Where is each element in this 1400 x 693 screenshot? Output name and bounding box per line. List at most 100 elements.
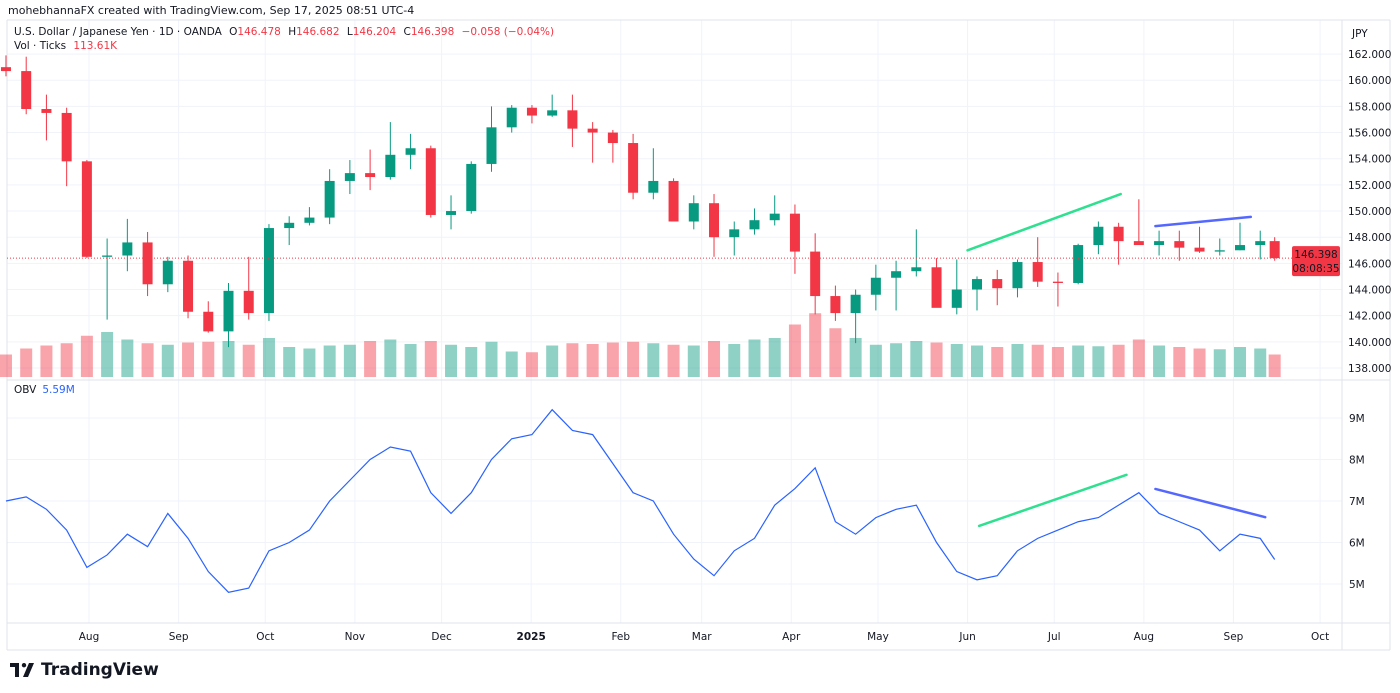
volume-bar	[465, 347, 478, 377]
volume-bar	[1132, 339, 1145, 377]
time-tick-label: Mar	[692, 631, 712, 643]
low-label: L	[346, 26, 353, 38]
candle-body	[365, 173, 376, 178]
obv-tick-label: 7M	[1349, 496, 1365, 508]
trendlines[interactable]	[966, 192, 1267, 528]
candle-body	[486, 127, 497, 164]
volume-label[interactable]: Vol · Ticks	[14, 40, 67, 52]
time-tick-label: Apr	[782, 631, 801, 643]
candle-body	[749, 220, 760, 230]
volume-bar	[1213, 349, 1226, 377]
price-tick-label: 142.000	[1348, 311, 1391, 323]
candle-body	[810, 251, 821, 297]
candle-body	[1052, 281, 1063, 283]
time-tick-label: 2025	[517, 631, 546, 643]
price-trendline[interactable]	[966, 192, 1122, 252]
volume-bar	[768, 338, 781, 377]
tradingview-logo[interactable]: TradingView	[10, 660, 159, 680]
candle-body	[526, 107, 537, 116]
candle-body	[243, 290, 254, 314]
candle-body	[769, 213, 780, 221]
candle-body	[1012, 262, 1023, 289]
high-label: H	[288, 26, 297, 38]
axes: 138.000 140.000 142.000 144.000 146.000 148.0…	[79, 49, 1392, 643]
tradingview-logo-icon	[10, 663, 34, 677]
candle-body	[81, 161, 92, 257]
close-label: C	[403, 26, 411, 38]
chart-caption: mohebhannaFX created with TradingView.co…	[8, 4, 415, 17]
volume-bar	[1011, 344, 1024, 377]
time-tick-label: Oct	[1311, 631, 1329, 643]
time-tick-label: May	[867, 631, 889, 643]
volume-bars	[0, 313, 1281, 377]
candle-body	[1093, 226, 1104, 246]
obv-tick-label: 5M	[1349, 579, 1365, 591]
close-value: 146.398	[410, 26, 455, 38]
volume-bar	[60, 343, 73, 377]
low-value: 146.204	[352, 26, 397, 38]
symbol-name[interactable]: U.S. Dollar / Japanese Yen · 1D · OANDA	[14, 26, 222, 38]
obv-tick-label: 8M	[1349, 455, 1365, 467]
candle-body	[547, 110, 558, 116]
time-tick-label: Aug	[79, 631, 100, 643]
price-trendline[interactable]	[1154, 215, 1253, 228]
candle-body	[668, 180, 679, 222]
volume-bar	[1268, 354, 1281, 377]
currency-label[interactable]: JPY	[1351, 28, 1368, 40]
volume-bar	[283, 347, 296, 377]
pane-borders	[6, 19, 1391, 651]
obv-value: 5.59M	[42, 384, 75, 396]
bar-countdown: 08:08:35	[1292, 263, 1339, 275]
volume-bar	[262, 338, 275, 377]
time-tick-label: Sep	[169, 631, 189, 643]
time-tick-label: Jul	[1047, 631, 1061, 643]
price-tick-label: 162.000	[1348, 49, 1391, 61]
volume-bar	[80, 335, 93, 377]
volume-bar	[667, 344, 680, 377]
obv-pane	[5, 408, 1276, 593]
time-tick-label: Nov	[345, 631, 366, 643]
candle-body	[446, 211, 457, 215]
price-tick-label: 156.000	[1348, 128, 1391, 140]
candle-body	[709, 203, 720, 238]
candle-body	[1269, 241, 1280, 259]
time-tick-label: Jun	[958, 631, 975, 643]
candle-body	[870, 277, 881, 295]
candle-body	[122, 242, 133, 256]
candle-body	[263, 228, 274, 314]
volume-bar	[1193, 348, 1206, 377]
candle-body	[931, 267, 942, 308]
candle-body	[1174, 241, 1185, 248]
volume-bar	[586, 344, 599, 377]
volume-bar	[242, 344, 255, 377]
obv-trendline[interactable]	[1154, 487, 1267, 519]
volume-bar	[829, 328, 842, 377]
last-price-box	[1292, 246, 1340, 277]
candle-body	[951, 289, 962, 308]
volume-bar	[1153, 345, 1166, 377]
volume-bar	[809, 313, 822, 377]
candle-body	[506, 107, 517, 128]
volume-bar	[869, 344, 882, 377]
candle-body	[385, 154, 396, 178]
last-price-value: 146.398	[1294, 249, 1337, 261]
volume-bar	[1112, 344, 1125, 377]
obv-trendline[interactable]	[977, 473, 1128, 528]
volume-bar	[566, 343, 579, 377]
grid	[7, 20, 1342, 623]
obv-line	[5, 408, 1276, 593]
obv-label[interactable]: OBV	[14, 384, 37, 396]
volume-bar	[1031, 344, 1044, 377]
volume-bar	[546, 345, 559, 377]
volume-bar	[890, 343, 903, 377]
volume-bar	[364, 341, 377, 377]
candle-body	[1255, 241, 1266, 246]
open-label: O	[229, 26, 238, 38]
price-tick-label: 146.000	[1348, 258, 1391, 270]
open-value: 146.478	[237, 26, 281, 38]
volume-bar	[384, 339, 397, 377]
price-tick-label: 144.000	[1348, 285, 1391, 297]
volume-bar	[343, 344, 356, 377]
candle-body	[41, 109, 52, 113]
